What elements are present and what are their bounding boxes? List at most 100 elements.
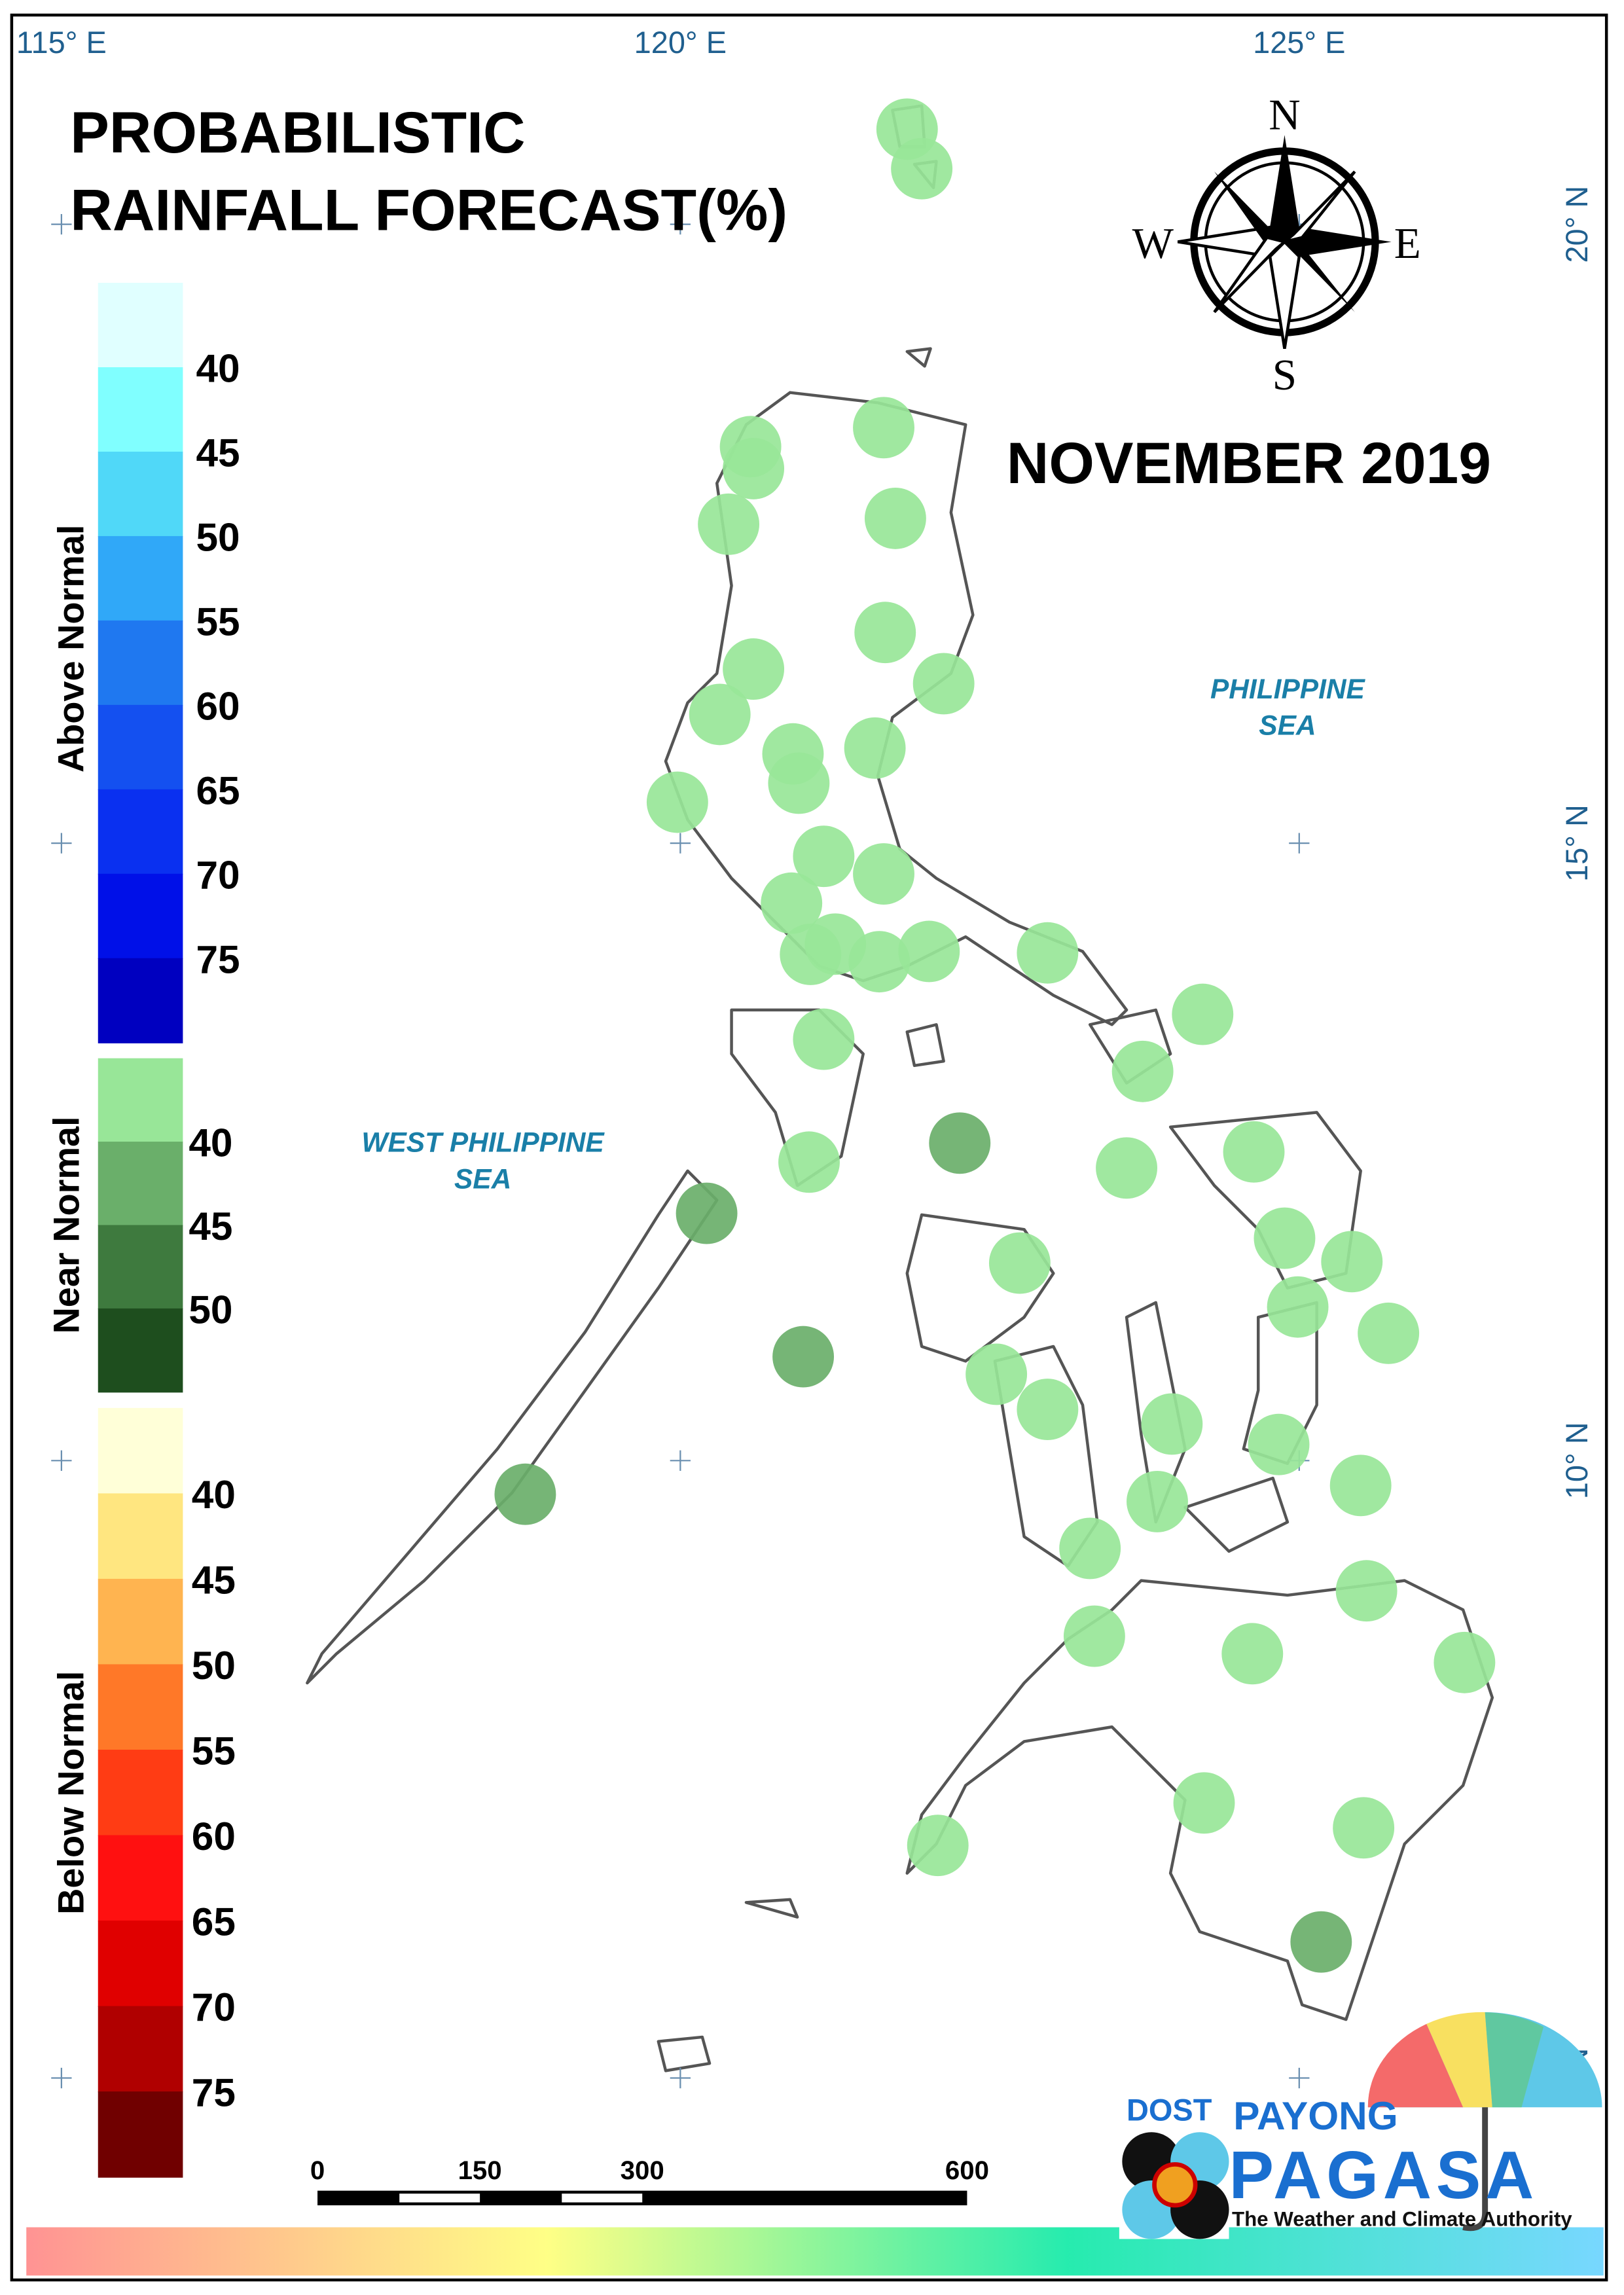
latitude-label: 15° N [1560, 804, 1594, 882]
legend-swatch [98, 1578, 183, 1665]
legend-swatch [98, 535, 183, 622]
longitude-label: 120° E [634, 26, 727, 60]
title: PROBABILISTIC [70, 99, 525, 165]
compass-label: S [1272, 350, 1297, 399]
station-forecast [793, 1008, 855, 1070]
legend-swatch [98, 1835, 183, 1922]
legend-swatch [98, 1749, 183, 1836]
station-forecast [988, 1232, 1051, 1294]
station-forecast [1096, 1137, 1157, 1199]
station-forecast [1127, 1470, 1188, 1532]
station-forecast [891, 137, 953, 200]
legend-label: 55 [192, 1729, 236, 1773]
legend-label: 45 [189, 1204, 232, 1248]
legend: Above Normal Near Normal Below Normal 40… [46, 283, 240, 2178]
scale-label: 600 [945, 2156, 989, 2185]
station-forecast [1141, 1393, 1203, 1455]
scale-label: 0 [310, 2156, 325, 2185]
legend-swatch [98, 873, 183, 959]
legend-swatch [98, 1493, 183, 1580]
legend-swatch [98, 1664, 183, 1751]
station-forecast [844, 717, 906, 779]
station-forecast [1111, 1040, 1174, 1102]
logo-tagline: The Weather and Climate Authority [1232, 2207, 1572, 2230]
station-forecast [1173, 1772, 1235, 1834]
logo-agency: DOST [1127, 2093, 1212, 2127]
legend-swatch [98, 283, 183, 369]
latitude-label: 20° N [1560, 186, 1594, 263]
legend-label: 45 [196, 431, 240, 475]
station-forecast [768, 752, 830, 814]
legend-swatch [98, 1225, 183, 1309]
station-forecast [1267, 1276, 1329, 1338]
station-forecast [1254, 1207, 1316, 1269]
station-forecast [929, 1112, 991, 1174]
legend-label: 65 [196, 768, 240, 812]
legend-swatch [98, 620, 183, 706]
legend-swatch [98, 451, 183, 537]
station-forecast [676, 1182, 738, 1244]
logo-brand-top: PAYONG [1233, 2093, 1398, 2138]
longitude-label: 125° E [1253, 26, 1345, 60]
compass-label: N [1269, 90, 1300, 139]
station-forecast [1358, 1302, 1420, 1364]
sea-label: PHILIPPINE [1210, 674, 1366, 704]
legend-label: 65 [192, 1900, 236, 1944]
legend-label: 60 [192, 1814, 236, 1858]
legend-label: 55 [196, 600, 240, 644]
legend-swatch [98, 1308, 183, 1393]
station-forecast [1321, 1231, 1383, 1293]
legend-swatch [98, 2091, 183, 2178]
station-forecast [761, 872, 823, 934]
legend-group-title: Below Normal [50, 1671, 91, 1914]
station-forecast [494, 1463, 556, 1525]
logo: DOST PAYONG PAGASA The Weather and Clima… [1119, 2012, 1602, 2239]
period: NOVEMBER 2019 [1007, 430, 1491, 496]
station-forecast [1290, 1911, 1352, 1973]
sea-label: WEST PHILIPPINE [361, 1127, 605, 1158]
compass-label: W [1132, 219, 1174, 268]
stations [494, 98, 1496, 1973]
legend-label: 50 [192, 1643, 236, 1688]
latitude-label: 10° N [1560, 1422, 1594, 1499]
legend-swatch [98, 789, 183, 875]
legend-label: 70 [196, 852, 240, 897]
legend-swatch [98, 1921, 183, 2007]
station-forecast [1059, 1517, 1121, 1580]
station-forecast [848, 931, 911, 993]
station-forecast [1221, 1623, 1284, 1685]
station-forecast [698, 493, 760, 555]
station-forecast [646, 771, 708, 833]
station-forecast [689, 683, 751, 746]
legend-label: 50 [189, 1288, 232, 1332]
station-forecast [898, 920, 960, 983]
legend-label: 40 [196, 346, 240, 391]
legend-label: 50 [196, 515, 240, 560]
station-forecast [912, 653, 975, 715]
station-forecast [1172, 983, 1234, 1045]
station-forecast [965, 1343, 1028, 1405]
legend-label: 40 [192, 1472, 236, 1517]
station-forecast [864, 487, 926, 549]
legend-label: 75 [196, 937, 240, 981]
station-forecast [780, 924, 842, 985]
title: RAINFALL FORECAST(%) [70, 177, 787, 243]
station-forecast [1333, 1797, 1395, 1859]
legend-swatch [98, 704, 183, 790]
scale-label: 150 [458, 2156, 502, 2185]
station-forecast [1223, 1121, 1285, 1183]
legend-swatch [98, 958, 183, 1043]
legend-swatch [98, 367, 183, 453]
scale-label: 300 [621, 2156, 664, 2185]
station-forecast [854, 602, 916, 664]
station-forecast [1434, 1631, 1496, 1693]
station-forecast [1248, 1413, 1310, 1475]
legend-swatch [98, 1142, 183, 1226]
station-forecast [1329, 1455, 1392, 1517]
legend-swatch [98, 2006, 183, 2093]
legend-label: 60 [196, 684, 240, 729]
legend-label: 40 [189, 1121, 232, 1165]
station-forecast [1335, 1560, 1398, 1622]
legend-label: 45 [192, 1558, 236, 1602]
